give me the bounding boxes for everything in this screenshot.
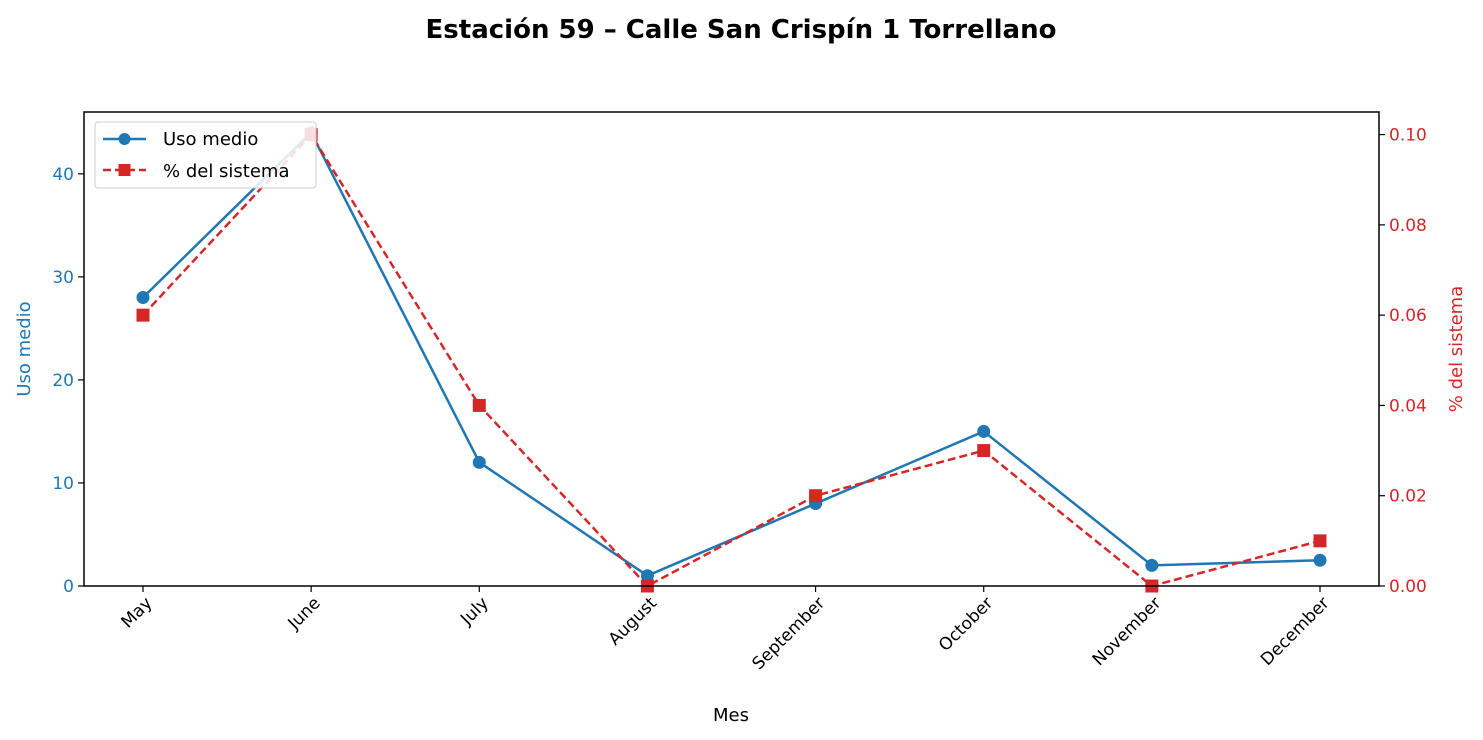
right-tick-label: 0.04 — [1389, 396, 1427, 416]
chart-title: Estación 59 – Calle San Crispín 1 Torrel… — [426, 15, 1057, 45]
right-tick-label: 0.00 — [1389, 577, 1427, 597]
point-0 — [1313, 553, 1327, 567]
series-line-0 — [142, 130, 1321, 578]
left-tick-label: 0 — [63, 577, 74, 597]
point-1 — [136, 308, 150, 322]
point-0 — [136, 290, 150, 304]
x-tick-label: August — [605, 593, 661, 649]
point-0 — [472, 455, 486, 469]
x-tick-label: July — [456, 593, 492, 629]
left-tick-label: 40 — [52, 165, 74, 185]
legend-label-uso-medio: Uso medio — [163, 129, 258, 150]
x-tick-label: December — [1257, 593, 1333, 669]
x-tick-label: November — [1089, 593, 1166, 670]
plot-frame — [83, 111, 1380, 587]
x-tick-label: September — [749, 593, 830, 674]
legend-box — [94, 121, 317, 189]
point-1 — [1313, 534, 1327, 548]
right-tick-label: 0.10 — [1389, 126, 1427, 146]
legend-label-sistema: % del sistema — [163, 161, 290, 182]
point-1 — [977, 444, 991, 458]
right-tick-label: 0.08 — [1389, 216, 1427, 236]
left-tick-label: 20 — [52, 371, 74, 391]
point-1 — [472, 398, 486, 412]
x-axis: May June July August September October Novembe… — [118, 586, 1334, 674]
legend: Uso medio % del sistema — [94, 121, 317, 189]
left-axis-label: Uso medio — [14, 301, 35, 396]
series-line-1 — [142, 132, 1321, 588]
right-axis: 0.00 0.02 0.04 0.06 0.08 0.10 — [1379, 126, 1427, 597]
plot-area — [84, 112, 1379, 586]
legend-marker-sistema — [118, 164, 131, 176]
x-axis-label: Mes — [713, 705, 749, 726]
right-axis-label: % del sistema — [1446, 286, 1467, 413]
point-0 — [640, 569, 654, 583]
x-tick-label: May — [118, 593, 157, 632]
left-axis: 0 10 20 30 40 — [52, 165, 84, 597]
left-tick-label: 30 — [52, 268, 74, 288]
right-tick-label: 0.02 — [1389, 487, 1427, 507]
left-tick-label: 10 — [52, 474, 74, 494]
point-0 — [977, 424, 991, 438]
x-tick-label: June — [284, 593, 325, 634]
right-tick-label: 0.06 — [1389, 306, 1427, 326]
point-0 — [1145, 558, 1159, 572]
x-tick-label: October — [935, 593, 997, 655]
point-1 — [809, 489, 823, 503]
legend-marker-uso-medio — [118, 133, 131, 145]
